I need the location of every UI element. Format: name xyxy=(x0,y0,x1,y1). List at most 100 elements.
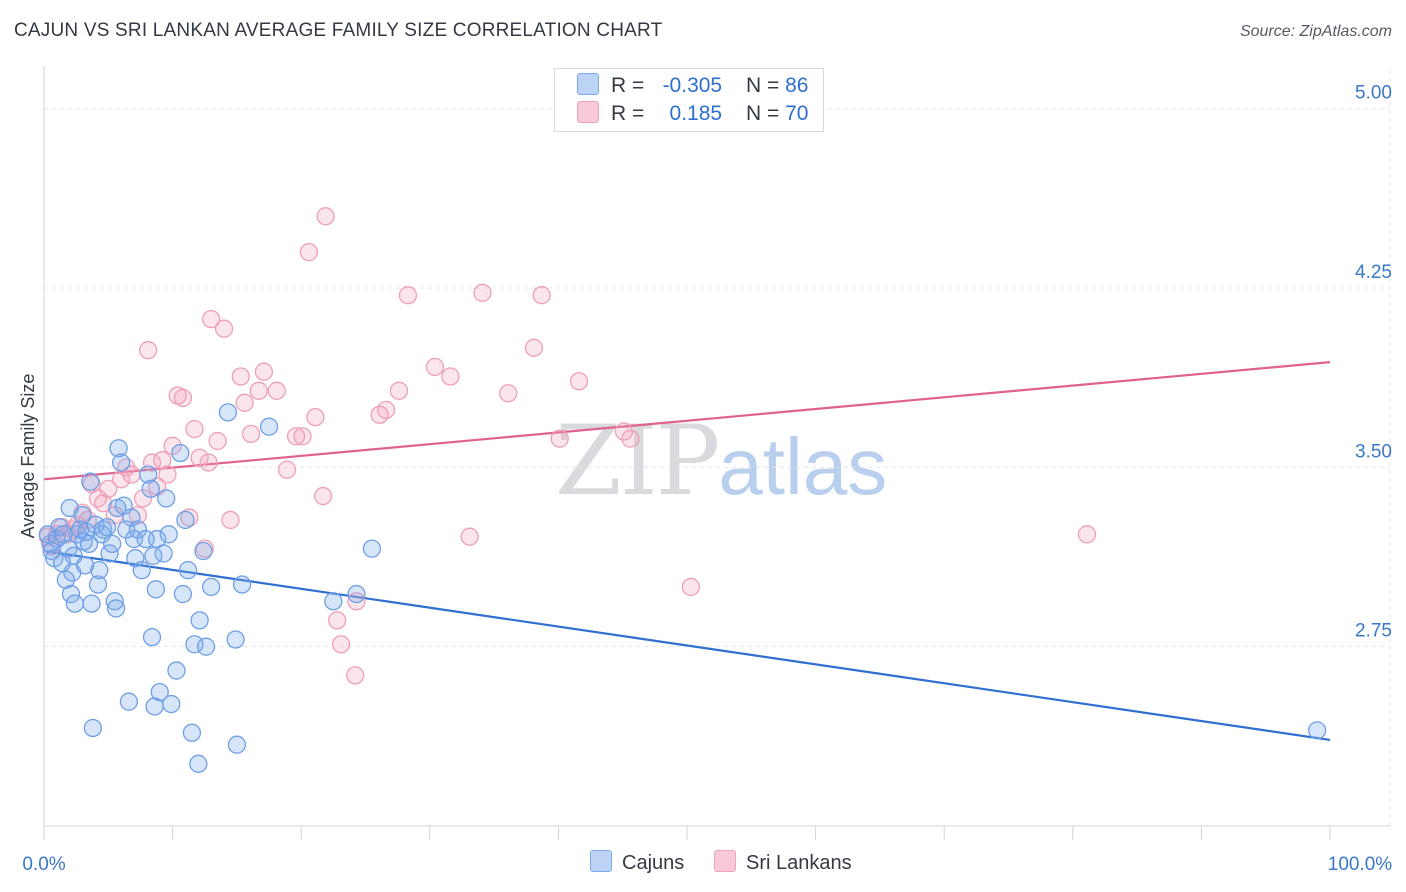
point-cajun xyxy=(81,472,100,491)
point-cajun xyxy=(1307,721,1327,740)
point-cajun xyxy=(141,479,160,499)
point-cajun xyxy=(61,584,81,604)
point-cajun xyxy=(227,735,247,754)
y-axis-title: Average Family Size xyxy=(18,374,38,539)
point-cajun xyxy=(167,661,186,680)
points-cajun xyxy=(38,403,1327,773)
legend-label-srilankans: Sri Lankans xyxy=(746,852,852,874)
r-label: R = xyxy=(611,102,645,125)
point-srilankan xyxy=(473,283,492,302)
point-cajun xyxy=(159,525,178,544)
point-srilankan xyxy=(202,309,221,329)
r-value: 0.185 xyxy=(669,102,723,125)
point-srilankan xyxy=(214,319,234,338)
point-srilankan xyxy=(347,592,366,611)
point-srilankan xyxy=(614,422,634,441)
point-srilankan xyxy=(231,367,250,386)
point-cajun xyxy=(171,443,190,463)
legend-item-cajuns[interactable]: Cajuns xyxy=(590,850,684,875)
point-cajun xyxy=(202,577,221,597)
point-cajun xyxy=(259,417,279,436)
point-cajun xyxy=(347,584,366,604)
srilankan-swatch xyxy=(714,850,736,872)
x-tick-label: 100.0% xyxy=(1328,854,1393,875)
point-srilankan xyxy=(185,419,204,439)
legend-item-srilankans[interactable]: Sri Lankans xyxy=(714,850,852,875)
point-cajun xyxy=(196,637,216,656)
point-cajun xyxy=(132,561,151,580)
point-cajun xyxy=(162,694,181,714)
trend-line-cajun xyxy=(43,549,1331,742)
point-cajun xyxy=(142,627,162,647)
stats-legend: R = -0.305 N = 86 R = 0.185 N = 70 xyxy=(554,68,824,132)
point-cajun xyxy=(157,489,176,508)
point-srilankan xyxy=(328,611,347,630)
point-srilankan xyxy=(267,381,286,400)
y-tick-label: 5.00 xyxy=(1355,83,1392,104)
axes xyxy=(43,66,1390,840)
point-srilankan xyxy=(621,429,640,448)
point-cajun xyxy=(56,570,76,589)
point-cajun xyxy=(190,611,209,630)
point-srilankan xyxy=(550,429,569,448)
point-srilankan xyxy=(277,460,297,479)
point-cajun xyxy=(119,692,139,711)
cajun-swatch xyxy=(590,850,612,872)
point-srilankan xyxy=(286,427,306,446)
point-srilankan xyxy=(293,427,312,446)
point-cajun xyxy=(103,534,122,554)
point-srilankan xyxy=(153,451,172,470)
point-srilankan xyxy=(235,393,254,412)
point-srilankan xyxy=(460,527,479,546)
point-srilankan xyxy=(306,407,325,427)
cajun-swatch xyxy=(577,73,599,95)
r-label: R = xyxy=(611,74,645,97)
axis-labels: 2.75 3.50 4.25 5.00 0.0% 100.0% Average Family… xyxy=(18,83,1392,875)
gridlines xyxy=(44,70,1391,826)
point-cajun xyxy=(324,592,343,611)
point-cajun xyxy=(226,630,245,649)
point-srilankan xyxy=(313,486,333,506)
legend-label-cajuns: Cajuns xyxy=(622,852,685,874)
point-srilankan xyxy=(398,286,418,305)
n-label: N = xyxy=(745,102,780,125)
point-cajun xyxy=(79,534,99,554)
point-srilankan xyxy=(389,381,409,400)
srilankan-swatch xyxy=(577,101,599,123)
point-cajun xyxy=(194,541,213,561)
point-srilankan xyxy=(681,577,701,597)
point-cajun xyxy=(218,403,238,422)
watermark-zip: ZIP xyxy=(555,405,720,517)
point-srilankan xyxy=(331,635,351,654)
point-cajun xyxy=(82,594,101,613)
point-srilankan xyxy=(133,489,153,508)
point-cajun xyxy=(362,539,382,558)
point-srilankan xyxy=(158,465,177,484)
point-srilankan xyxy=(190,448,209,467)
n-label: N = xyxy=(745,74,780,97)
point-cajun xyxy=(83,718,103,738)
point-cajun xyxy=(128,520,148,539)
trend-line-srilankan xyxy=(43,361,1331,481)
y-tick-label: 2.75 xyxy=(1355,621,1392,642)
point-cajun xyxy=(139,465,158,484)
trend-lines xyxy=(43,361,1331,742)
point-cajun xyxy=(105,592,124,611)
point-srilankan xyxy=(163,436,182,455)
point-srilankan xyxy=(99,479,118,499)
point-cajun xyxy=(90,561,109,580)
point-srilankan xyxy=(254,362,274,381)
chart-title: CAJUN VS SRI LANKAN AVERAGE FAMILY SIZE … xyxy=(14,20,663,41)
point-cajun xyxy=(176,510,195,530)
y-tick-label: 3.50 xyxy=(1355,441,1392,462)
point-cajun xyxy=(106,599,126,618)
point-srilankan xyxy=(524,338,544,357)
point-srilankan xyxy=(94,494,113,513)
point-srilankan xyxy=(1077,525,1097,544)
point-srilankan xyxy=(241,424,261,444)
watermark: ZIPatlas xyxy=(555,405,887,517)
x-tick-label: 0.0% xyxy=(22,854,65,875)
point-cajun xyxy=(150,682,169,702)
point-srilankan xyxy=(139,341,158,360)
